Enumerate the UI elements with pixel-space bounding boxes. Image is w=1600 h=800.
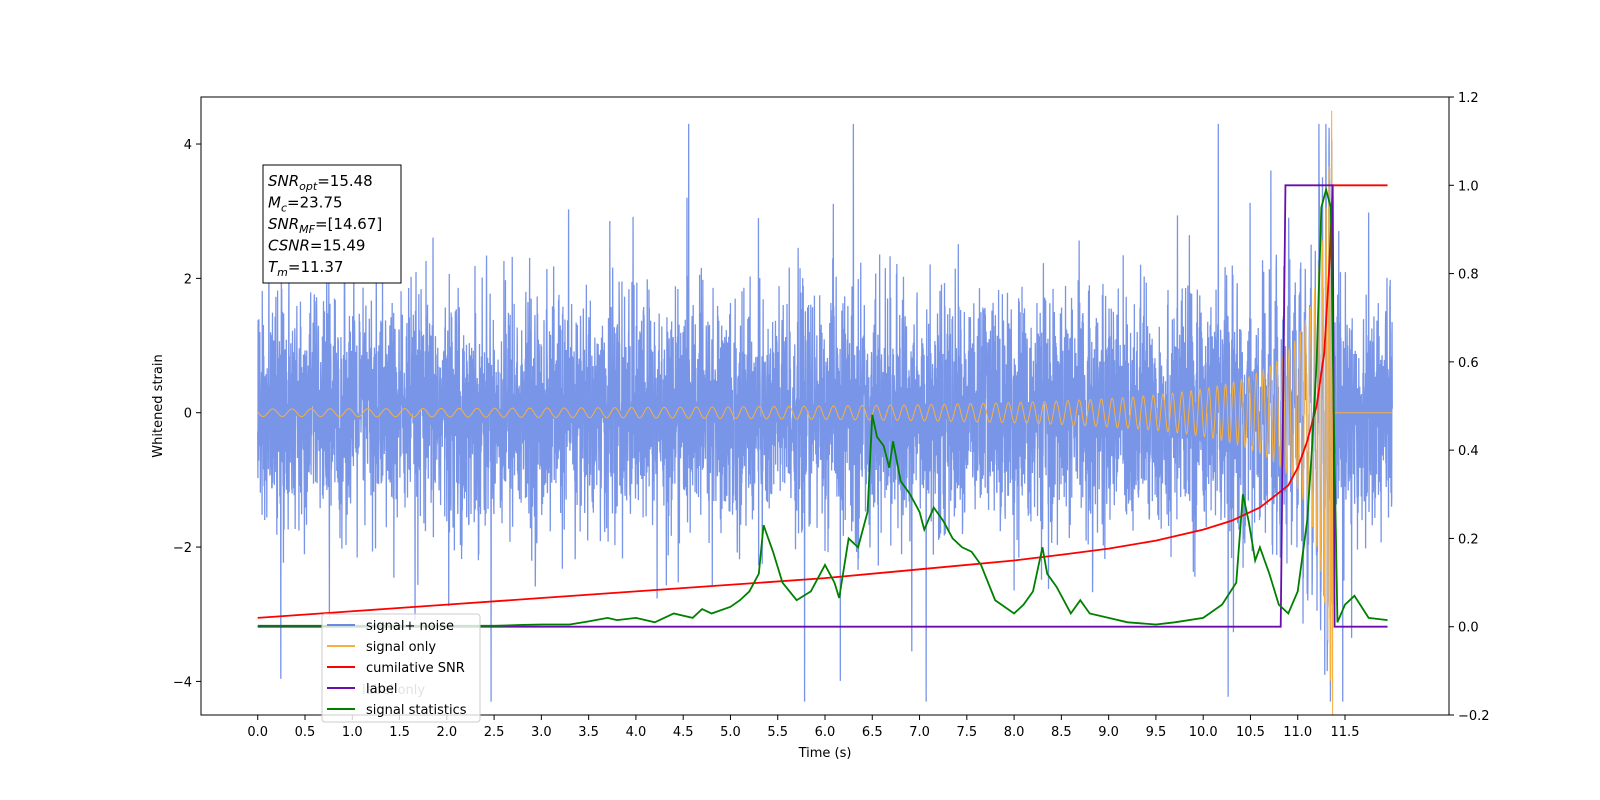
x-tick-label: 5.5 [767, 725, 788, 740]
x-tick-label: 2.5 [484, 725, 505, 740]
annotation-symbol: M [268, 194, 281, 212]
x-axis-label: Time (s) [798, 746, 852, 761]
y-tick-label-left: −4 [173, 675, 192, 690]
annotation-line: CSNR=15.49 [268, 237, 365, 255]
annotation-line: Tm=11.37 [268, 258, 343, 279]
x-tick-label: 6.5 [862, 725, 883, 740]
annotation-box: SNRopt=15.48Mc=23.75SNRMF=[14.67]CSNR=15… [262, 164, 402, 284]
x-tick-label: 0.5 [295, 725, 316, 740]
annotation-value: =[14.67] [315, 215, 382, 233]
plot-area [257, 110, 1393, 715]
annotation-subscript: opt [299, 180, 318, 193]
x-tick-label: 3.0 [531, 725, 552, 740]
annotation-line: Mc=23.75 [268, 194, 343, 215]
legend-entry: signal+ noise [366, 619, 454, 634]
series-signal-statistics [257, 186, 1388, 627]
annotation-symbol: T [268, 258, 279, 276]
legend-entry: cumilative SNR [366, 661, 465, 676]
x-tick-label: 1.0 [342, 725, 363, 740]
y-tick-label-right: 1.2 [1458, 91, 1479, 106]
x-tick-label: 6.0 [815, 725, 836, 740]
x-tick-label: 9.5 [1146, 725, 1167, 740]
annotation-frame [262, 164, 402, 284]
annotation-value: =15.49 [310, 237, 366, 255]
y-tick-label-left: 2 [184, 272, 192, 287]
annotation-subscript: m [277, 266, 288, 279]
axes: 0.0 0.5 1.0 1.5 2.0 2.5 3.0 3.5 4.0 4.5 5.0 5.5 6.0 6… [173, 91, 1490, 740]
x-tick-label: 7.5 [956, 725, 977, 740]
x-tick-label: 1.5 [389, 725, 410, 740]
x-tick-label: 4.0 [626, 725, 647, 740]
annotation-symbol: SNR [268, 172, 299, 190]
x-tick-label: 7.0 [909, 725, 930, 740]
x-tick-label: 8.5 [1051, 725, 1072, 740]
series-label [257, 184, 1388, 628]
y-tick-label-right: 0.4 [1458, 444, 1479, 459]
y-tick-label-right: 0.6 [1458, 356, 1479, 371]
y-axis-label-left: Whitened strain [151, 354, 166, 457]
series-signal-only [257, 110, 1393, 715]
annotation-line: SNRMF=[14.67] [268, 215, 382, 236]
x-tick-label: 5.0 [720, 725, 741, 740]
annotation-subscript: MF [299, 223, 315, 236]
annotation-value: =15.48 [317, 172, 373, 190]
x-tick-label: 0.0 [247, 725, 268, 740]
legend-frame [321, 613, 481, 723]
x-tick-label: 8.0 [1004, 725, 1025, 740]
legend-entry: signal statistics [366, 703, 467, 718]
annotation-value: =23.75 [287, 194, 343, 212]
annotation-line: SNRopt=15.48 [268, 172, 373, 193]
y-tick-label-right: 0.0 [1458, 621, 1479, 636]
y-tick-label-right: −0.2 [1458, 709, 1490, 724]
x-tick-label: 11.5 [1331, 725, 1360, 740]
y-tick-label-right: 0.2 [1458, 532, 1479, 547]
y-tick-label-right: 1.0 [1458, 179, 1479, 194]
x-tick-label: 4.5 [673, 725, 694, 740]
series-cumulative-snr [257, 184, 1388, 619]
x-tick-label: 11.0 [1283, 725, 1312, 740]
x-tick-label: 9.0 [1098, 725, 1119, 740]
series-signal-plus-noise [257, 123, 1393, 702]
y-tick-label-right: 0.8 [1458, 268, 1479, 283]
x-tick-label: 10.5 [1236, 725, 1265, 740]
x-tick-label: 3.5 [578, 725, 599, 740]
annotation-value: =11.37 [288, 258, 344, 276]
annotation-symbol: SNR [268, 215, 299, 233]
legend-entry: signal only [366, 640, 436, 655]
legend-entry: label [366, 682, 397, 697]
annotation-symbol: CSNR [268, 237, 310, 255]
y-tick-label-left: 0 [184, 407, 192, 422]
x-tick-label: 10.0 [1189, 725, 1218, 740]
y-tick-label-left: −2 [173, 541, 192, 556]
x-tick-label: 2.0 [436, 725, 457, 740]
y-tick-label-left: 4 [184, 138, 192, 153]
annotation-subscript: c [281, 202, 287, 215]
